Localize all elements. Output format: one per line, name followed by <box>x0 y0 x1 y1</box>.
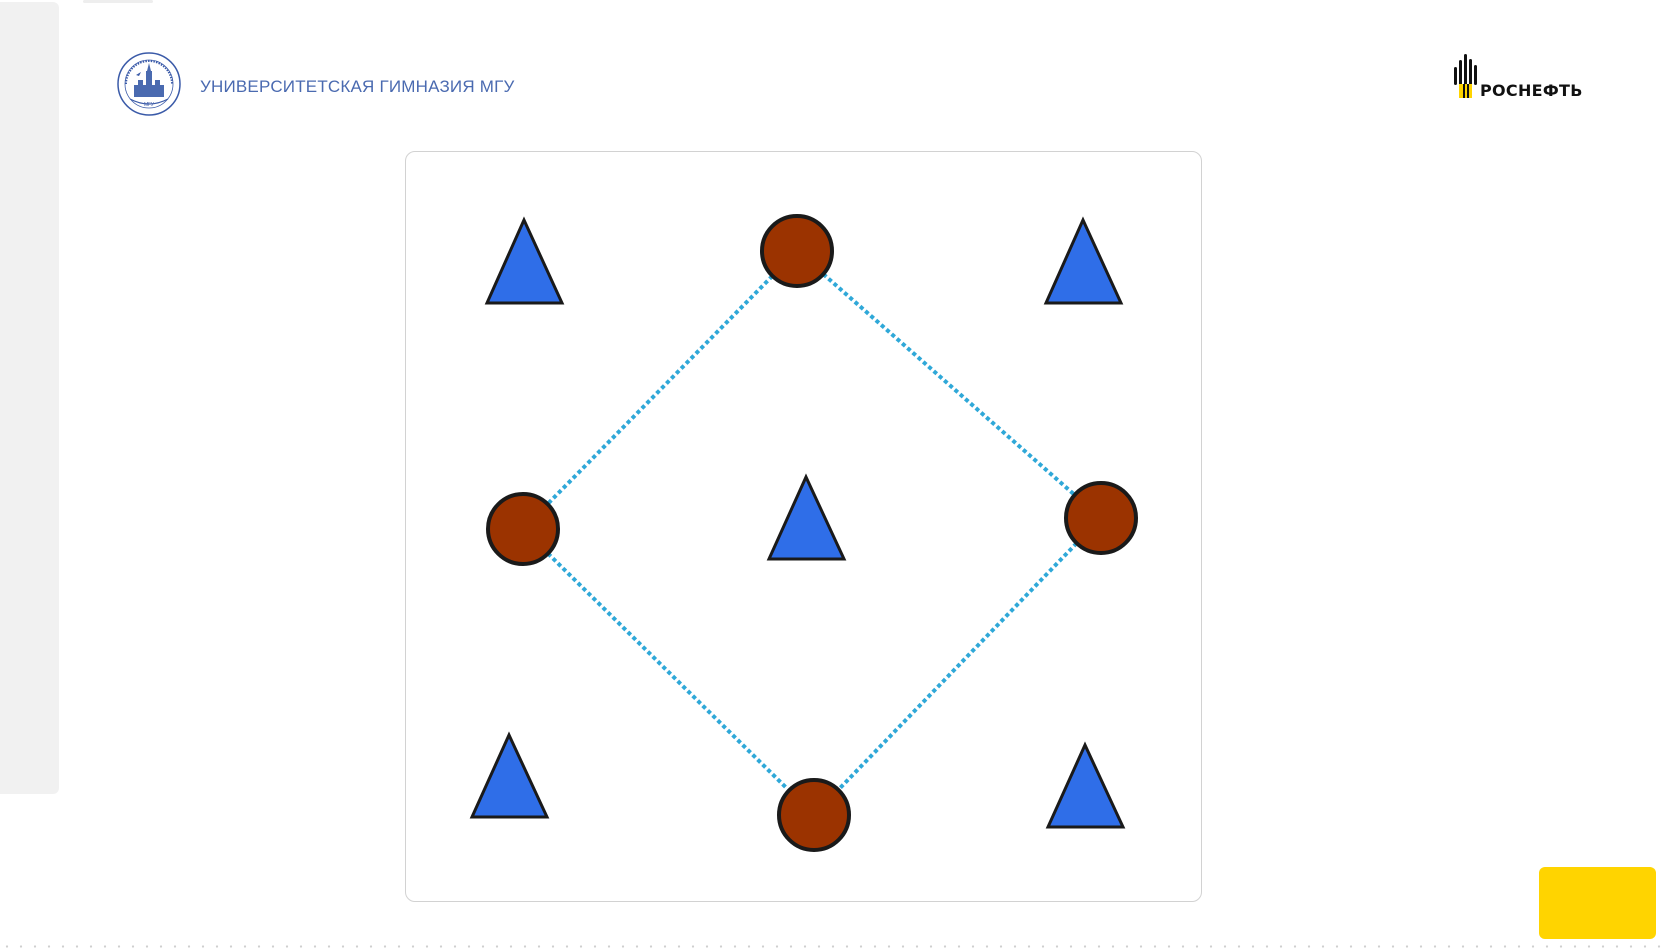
school-name: УНИВЕРСИТЕТСКАЯ ГИМНАЗИЯ МГУ <box>200 77 515 96</box>
figure-card <box>405 151 1202 902</box>
sponsor-name: РОСНЕФТЬ <box>1480 81 1583 100</box>
top-divider <box>83 0 153 3</box>
accent-corner-block <box>1539 867 1656 939</box>
bottom-dotted-divider <box>0 945 1661 948</box>
svg-text:МГУ: МГУ <box>144 102 155 108</box>
rosneft-logo: РОСНЕФТЬ <box>1450 51 1592 101</box>
rosneft-logo-icon <box>1454 54 1477 98</box>
side-panel <box>0 2 59 794</box>
msu-gymnasium-emblem-icon: МГУ <box>117 52 181 116</box>
